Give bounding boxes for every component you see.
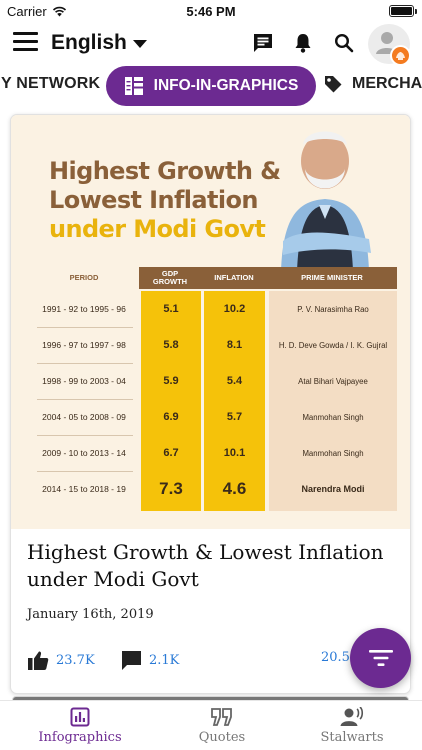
tag-icon xyxy=(325,76,342,93)
row-divider xyxy=(37,471,133,472)
cell-pm: Manmohan Singh xyxy=(302,412,364,422)
cell-period: 1991 - 92 to 1995 - 96 xyxy=(42,304,126,314)
filter-icon xyxy=(368,650,393,666)
cell-gdp: 6.7 xyxy=(163,447,179,459)
next-card-edge xyxy=(12,696,409,700)
battery-icon xyxy=(389,5,417,17)
cell-period: 2009 - 10 to 2013 - 14 xyxy=(42,448,126,458)
tab-active-label: INFO-IN-GRAPHICS xyxy=(153,77,299,94)
profile-avatar[interactable] xyxy=(368,24,411,66)
row-divider xyxy=(37,363,133,364)
bottom-navigation: Infographics Quotes Stalwarts xyxy=(0,700,422,750)
infographics-icon xyxy=(70,707,90,727)
cell-inflation: 5.4 xyxy=(226,375,243,387)
cell-gdp: 5.8 xyxy=(163,339,179,351)
chat-icon[interactable] xyxy=(250,30,276,56)
language-selector[interactable]: English xyxy=(51,31,147,55)
infographic-headline-line1: Highest Growth & xyxy=(49,157,281,185)
table-row: 2014 - 15 to 2018 - 19 7.3 4.6 Narendra … xyxy=(29,471,397,507)
cell-gdp: 7.3 xyxy=(159,479,183,498)
cell-pm: Narendra Modi xyxy=(301,484,365,494)
infographic-headline: Highest Growth & Lowest Inflation under … xyxy=(49,157,281,244)
caret-down-icon xyxy=(132,40,147,48)
cell-inflation: 8.1 xyxy=(226,339,243,351)
infographic-post-card[interactable]: Highest Growth & Lowest Inflation under … xyxy=(10,114,411,694)
tab-network[interactable]: Y NETWORK xyxy=(1,75,101,92)
cell-inflation: 5.7 xyxy=(226,411,243,423)
cell-gdp: 6.9 xyxy=(163,411,179,423)
nav-quotes-label: Quotes xyxy=(198,730,246,745)
cell-gdp: 5.9 xyxy=(163,375,179,387)
cell-pm: H. D. Deve Gowda / I. K. Gujral xyxy=(278,340,388,350)
cell-period: 1996 - 97 to 1997 - 98 xyxy=(42,340,126,350)
cell-inflation: 4.6 xyxy=(222,479,247,498)
nav-quotes[interactable]: Quotes xyxy=(152,701,292,750)
like-button[interactable]: 23.7K xyxy=(27,650,95,671)
pm-column-bg xyxy=(269,291,397,511)
filter-fab-button[interactable] xyxy=(350,628,411,688)
row-divider xyxy=(37,399,133,400)
cell-gdp: 5.1 xyxy=(163,303,179,315)
party-logo-badge xyxy=(390,45,411,66)
tab-info-in-graphics[interactable]: INFO-IN-GRAPHICS xyxy=(106,66,316,106)
cell-inflation: 10.1 xyxy=(223,447,246,459)
post-title[interactable]: Highest Growth & Lowest Inflation under … xyxy=(27,540,384,591)
share-button[interactable]: 20.5 xyxy=(321,650,350,665)
carrier-indicator: Carrier xyxy=(7,4,67,19)
cell-pm: Manmohan Singh xyxy=(302,448,364,458)
category-tab-strip: Y NETWORK INFO-IN-GRAPHICS MERCHA xyxy=(0,64,422,106)
infographic-headline-line3: under Modi Govt xyxy=(49,215,266,243)
header-inflation: INFLATION xyxy=(201,267,267,289)
nav-stalwarts[interactable]: Stalwarts xyxy=(282,701,422,750)
stalwarts-icon xyxy=(340,707,364,726)
post-date: January 16th, 2019 xyxy=(27,607,154,622)
cell-inflation: 10.2 xyxy=(223,303,246,315)
clock: 5:46 PM xyxy=(186,4,236,19)
top-app-bar: English xyxy=(0,22,422,66)
table-row: 1998 - 99 to 2003 - 04 5.9 5.4 Atal Biha… xyxy=(29,363,397,399)
header-prime-minister: PRIME MINISTER xyxy=(267,267,397,289)
hamburger-menu-icon[interactable] xyxy=(13,32,38,52)
table-row: 1991 - 92 to 1995 - 96 5.1 10.2 P. V. Na… xyxy=(29,291,397,327)
infographic-grid-icon xyxy=(124,77,143,95)
share-count: 20.5 xyxy=(321,650,350,665)
cell-period: 1998 - 99 to 2003 - 04 xyxy=(42,376,126,386)
comment-button[interactable]: 2.1K xyxy=(121,650,179,671)
nav-infographics-label: Infographics xyxy=(38,730,122,745)
notification-bell-icon[interactable] xyxy=(290,30,316,56)
row-divider xyxy=(37,327,133,328)
table-row: 2004 - 05 to 2008 - 09 6.9 5.7 Manmohan … xyxy=(29,399,397,435)
status-bar: Carrier 5:46 PM xyxy=(0,0,422,22)
search-icon[interactable] xyxy=(331,30,357,56)
nav-infographics[interactable]: Infographics xyxy=(10,701,150,750)
row-divider xyxy=(37,435,133,436)
infographic-image[interactable]: Highest Growth & Lowest Inflation under … xyxy=(11,115,410,529)
language-label: English xyxy=(51,31,127,54)
cell-pm: P. V. Narasimha Rao xyxy=(297,304,369,314)
header-gdp-growth: GDP GROWTH xyxy=(139,267,201,289)
tab-merchandise-label: MERCHA xyxy=(352,75,422,92)
gdp-column-bg xyxy=(141,291,201,511)
cell-period: 2004 - 05 to 2008 - 09 xyxy=(42,412,126,422)
tab-merchandise[interactable]: MERCHA xyxy=(323,74,422,94)
carrier-label: Carrier xyxy=(7,4,47,19)
cell-pm: Atal Bihari Vajpayee xyxy=(298,376,368,386)
thumbs-up-icon xyxy=(28,651,49,670)
table-row: 1996 - 97 to 1997 - 98 5.8 8.1 H. D. Dev… xyxy=(29,327,397,363)
comment-icon xyxy=(122,651,141,670)
table-row: 2009 - 10 to 2013 - 14 6.7 10.1 Manmohan… xyxy=(29,435,397,471)
header-period: PERIOD xyxy=(69,273,99,282)
inflation-column-bg xyxy=(204,291,265,511)
nav-stalwarts-label: Stalwarts xyxy=(320,730,384,745)
like-count: 23.7K xyxy=(56,653,95,668)
post-actions: 23.7K 2.1K 20.5 xyxy=(27,650,397,674)
comment-count: 2.1K xyxy=(149,653,180,668)
prime-minister-portrait xyxy=(281,131,371,271)
quotes-icon xyxy=(211,708,232,726)
infographic-headline-line2: Lowest Inflation xyxy=(49,186,259,214)
cell-period: 2014 - 15 to 2018 - 19 xyxy=(42,484,126,494)
wifi-icon xyxy=(52,6,66,17)
